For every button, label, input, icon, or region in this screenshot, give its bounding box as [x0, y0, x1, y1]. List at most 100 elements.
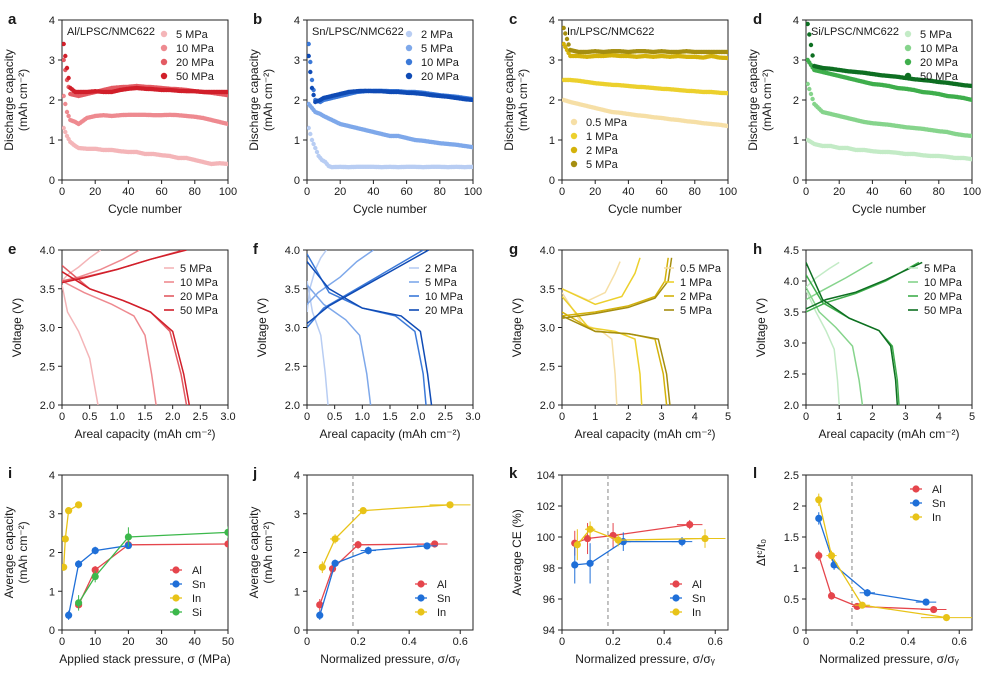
legend-swatch [672, 594, 680, 602]
x-tick-label: 0.5 [82, 411, 97, 423]
legend-label: 0.5 MPa [680, 263, 722, 275]
data-point [309, 85, 315, 91]
y-axis-label-units: (mAh cm⁻²) [16, 69, 30, 131]
legend-swatch [672, 580, 680, 588]
legend-label: Al [932, 484, 942, 496]
series-5-mpa [62, 250, 102, 405]
legend-label: 20 MPa [924, 291, 963, 303]
y-tick-label: 1 [793, 135, 799, 147]
y-tick-label: 0.5 [784, 594, 799, 606]
x-tick-label: 2 [869, 411, 875, 423]
data-point [586, 559, 594, 567]
x-tick-label: 20 [334, 186, 346, 198]
series-10-mpa [806, 81, 972, 139]
y-tick-label: 2.5 [540, 361, 555, 373]
plot-area [571, 519, 726, 584]
y-axis-label-group: Discharge capacity (mAh cm⁻²) [2, 49, 30, 150]
y-axis-label: Discharge capacity [2, 49, 16, 150]
connect-line [319, 543, 435, 606]
data-point [701, 534, 709, 543]
y-axis-label-units: (mAh cm⁻²) [261, 69, 275, 131]
connect-line [319, 545, 428, 616]
legend-swatch [405, 58, 413, 66]
x-tick-label: 2 [625, 411, 631, 423]
legend-label: Al [692, 579, 702, 591]
y-axis-label-group: Voltage (V) [510, 298, 524, 357]
x-tick-label: 60 [655, 186, 667, 198]
legend-swatch [912, 499, 920, 507]
x-axis-label: Areal capacity (mAh cm⁻²) [818, 427, 959, 441]
y-tick-label: 4 [294, 15, 300, 27]
x-tick-label: 80 [689, 186, 701, 198]
x-tick-label: 20 [589, 186, 601, 198]
x-tick-label: 2.5 [438, 411, 453, 423]
series-20-mpa [806, 57, 972, 103]
connect-line [576, 528, 706, 546]
series-5-mpa [562, 257, 673, 405]
x-tick-label: 60 [400, 186, 412, 198]
discharge-curve [562, 296, 643, 405]
y-tick-label: 0 [793, 625, 799, 637]
legend-label: Al [192, 565, 202, 577]
y-tick-label: 0 [294, 625, 300, 637]
panel-label-l: l [753, 465, 757, 482]
data-point [62, 563, 68, 571]
charge-curve [806, 261, 920, 313]
legend-swatch [417, 580, 425, 588]
x-axis-label: Cycle number [852, 202, 926, 216]
series-in [318, 501, 471, 574]
legend-swatch [405, 44, 413, 52]
y-tick-label: 2.5 [285, 361, 300, 373]
x-tick-label: 5 [969, 411, 975, 423]
panel-label-k: k [509, 465, 518, 482]
x-tick-label: 100 [963, 186, 981, 198]
x-tick-label: 60 [155, 186, 167, 198]
series-10-mpa [806, 261, 873, 405]
data-point [75, 560, 83, 568]
y-tick-label: 4.5 [784, 245, 799, 257]
legend-label: 5 MPa [421, 43, 454, 55]
data-point [75, 501, 83, 509]
legend-label: Sn [437, 593, 450, 605]
legend-label: 20 MPa [421, 71, 460, 83]
x-tick-label: 0 [803, 411, 809, 423]
data-point [62, 125, 66, 131]
y-tick-label: 3.5 [40, 284, 55, 296]
x-tick-label: 3 [659, 411, 665, 423]
data-point [858, 601, 866, 609]
data-point [586, 525, 594, 533]
y-axis-label: Average CE (%) [510, 509, 524, 595]
y-axis-label-group: Discharge capacity (mAh cm⁻²) [247, 49, 275, 150]
data-point [331, 535, 339, 543]
data-point [331, 559, 339, 567]
legend: Al Sn In [415, 579, 450, 619]
y-tick-label: 3 [549, 55, 555, 67]
y-tick-label: 2.0 [285, 400, 300, 412]
data-point [815, 496, 823, 504]
series-10-mpa [62, 93, 228, 127]
data-point [815, 552, 823, 560]
x-tick-label: 40 [367, 186, 379, 198]
y-tick-label: 3.0 [784, 338, 799, 350]
data-point [470, 164, 473, 169]
legend-label: 2 MPa [586, 145, 619, 157]
discharge-curve [562, 315, 671, 405]
x-tick-label: 20 [122, 636, 134, 648]
x-axis-label: Cycle number [608, 202, 682, 216]
series-20-mpa [307, 250, 433, 405]
x-axis-label: Areal capacity (mAh cm⁻²) [574, 427, 715, 441]
y-axis-label-group: Voltage (V) [754, 298, 768, 357]
series-5-mpa [307, 250, 374, 405]
y-axis-label: Average capacity [2, 507, 16, 599]
series-1-mpa [562, 257, 643, 405]
data-point [309, 77, 315, 83]
x-tick-label: 0.4 [657, 636, 672, 648]
connect-line [63, 504, 79, 568]
y-tick-label: 2 [294, 548, 300, 560]
series-5-mpa [562, 25, 728, 55]
panel-label-b: b [253, 11, 262, 28]
series-0-5-mpa [562, 97, 728, 129]
legend-swatch [172, 580, 180, 588]
x-tick-label: 0 [304, 186, 310, 198]
data-point [225, 89, 228, 95]
